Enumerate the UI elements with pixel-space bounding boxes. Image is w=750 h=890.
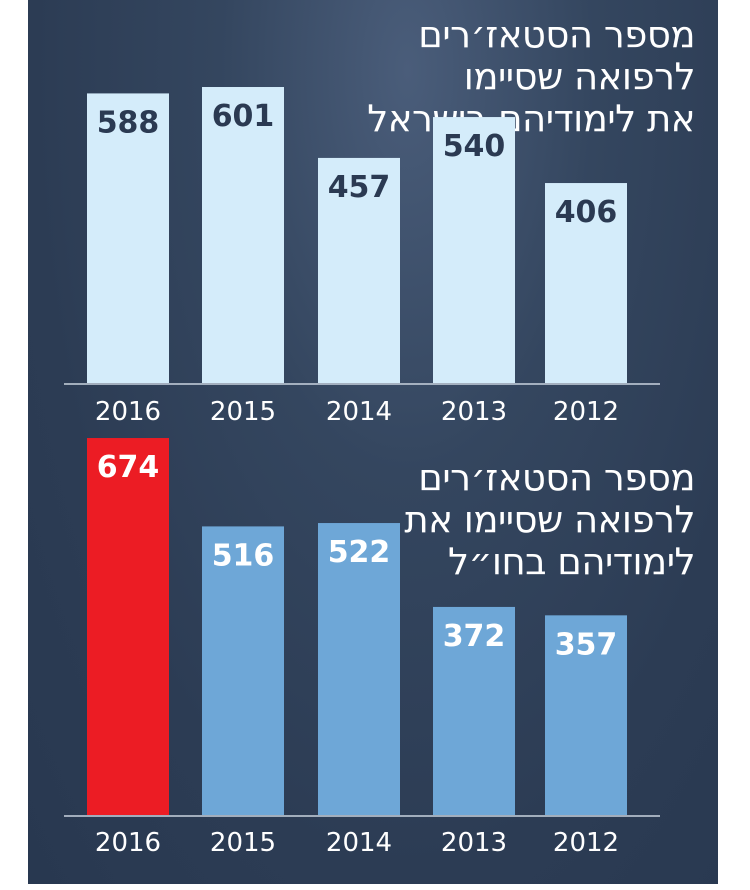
bar bbox=[87, 93, 169, 383]
data-label: 588 bbox=[97, 105, 160, 140]
chart-2-title-line: לימודיהם בחו״ל bbox=[448, 540, 695, 583]
chart-1-title-line: לרפואה שסיימו bbox=[463, 55, 696, 98]
data-label: 522 bbox=[328, 535, 391, 570]
x-tick-label: 2016 bbox=[95, 828, 161, 858]
data-label: 601 bbox=[212, 99, 275, 134]
x-tick-label: 2014 bbox=[326, 828, 392, 858]
bar bbox=[433, 606, 515, 815]
bar bbox=[202, 87, 284, 383]
x-tick-label: 2012 bbox=[553, 397, 619, 427]
data-label: 457 bbox=[328, 170, 391, 205]
data-label: 406 bbox=[555, 195, 618, 230]
chart-2-title-line: מספר הסטאז׳רים bbox=[418, 456, 695, 499]
data-label: 372 bbox=[443, 619, 506, 654]
chart-1-title-line: מספר הסטאז׳רים bbox=[418, 13, 695, 56]
chart-2-title-line: לרפואה שסיימו את bbox=[404, 498, 695, 541]
x-tick-label: 2013 bbox=[441, 397, 507, 427]
data-label: 540 bbox=[443, 129, 506, 164]
chart-2-title: מספר הסטאז׳רים לרפואה שסיימו את לימודיהם… bbox=[404, 457, 695, 583]
x-tick-label: 2016 bbox=[95, 397, 161, 427]
chart-1-title: מספר הסטאז׳רים לרפואה שסיימו את לימודיהם… bbox=[367, 14, 695, 140]
bar bbox=[202, 526, 284, 815]
data-label: 674 bbox=[97, 450, 160, 485]
bar bbox=[545, 183, 627, 383]
bar bbox=[433, 117, 515, 384]
x-tick-label: 2014 bbox=[326, 397, 392, 427]
x-tick-label: 2015 bbox=[210, 397, 276, 427]
bar bbox=[87, 438, 169, 815]
x-tick-label: 2015 bbox=[210, 828, 276, 858]
chart-1-title-line: את לימודיהם בישראל bbox=[367, 97, 695, 140]
data-label: 357 bbox=[555, 627, 618, 662]
data-label: 516 bbox=[212, 538, 275, 573]
bar bbox=[318, 523, 400, 815]
x-tick-label: 2013 bbox=[441, 828, 507, 858]
bar bbox=[318, 157, 400, 383]
x-tick-label: 2012 bbox=[553, 828, 619, 858]
bar bbox=[545, 615, 627, 815]
